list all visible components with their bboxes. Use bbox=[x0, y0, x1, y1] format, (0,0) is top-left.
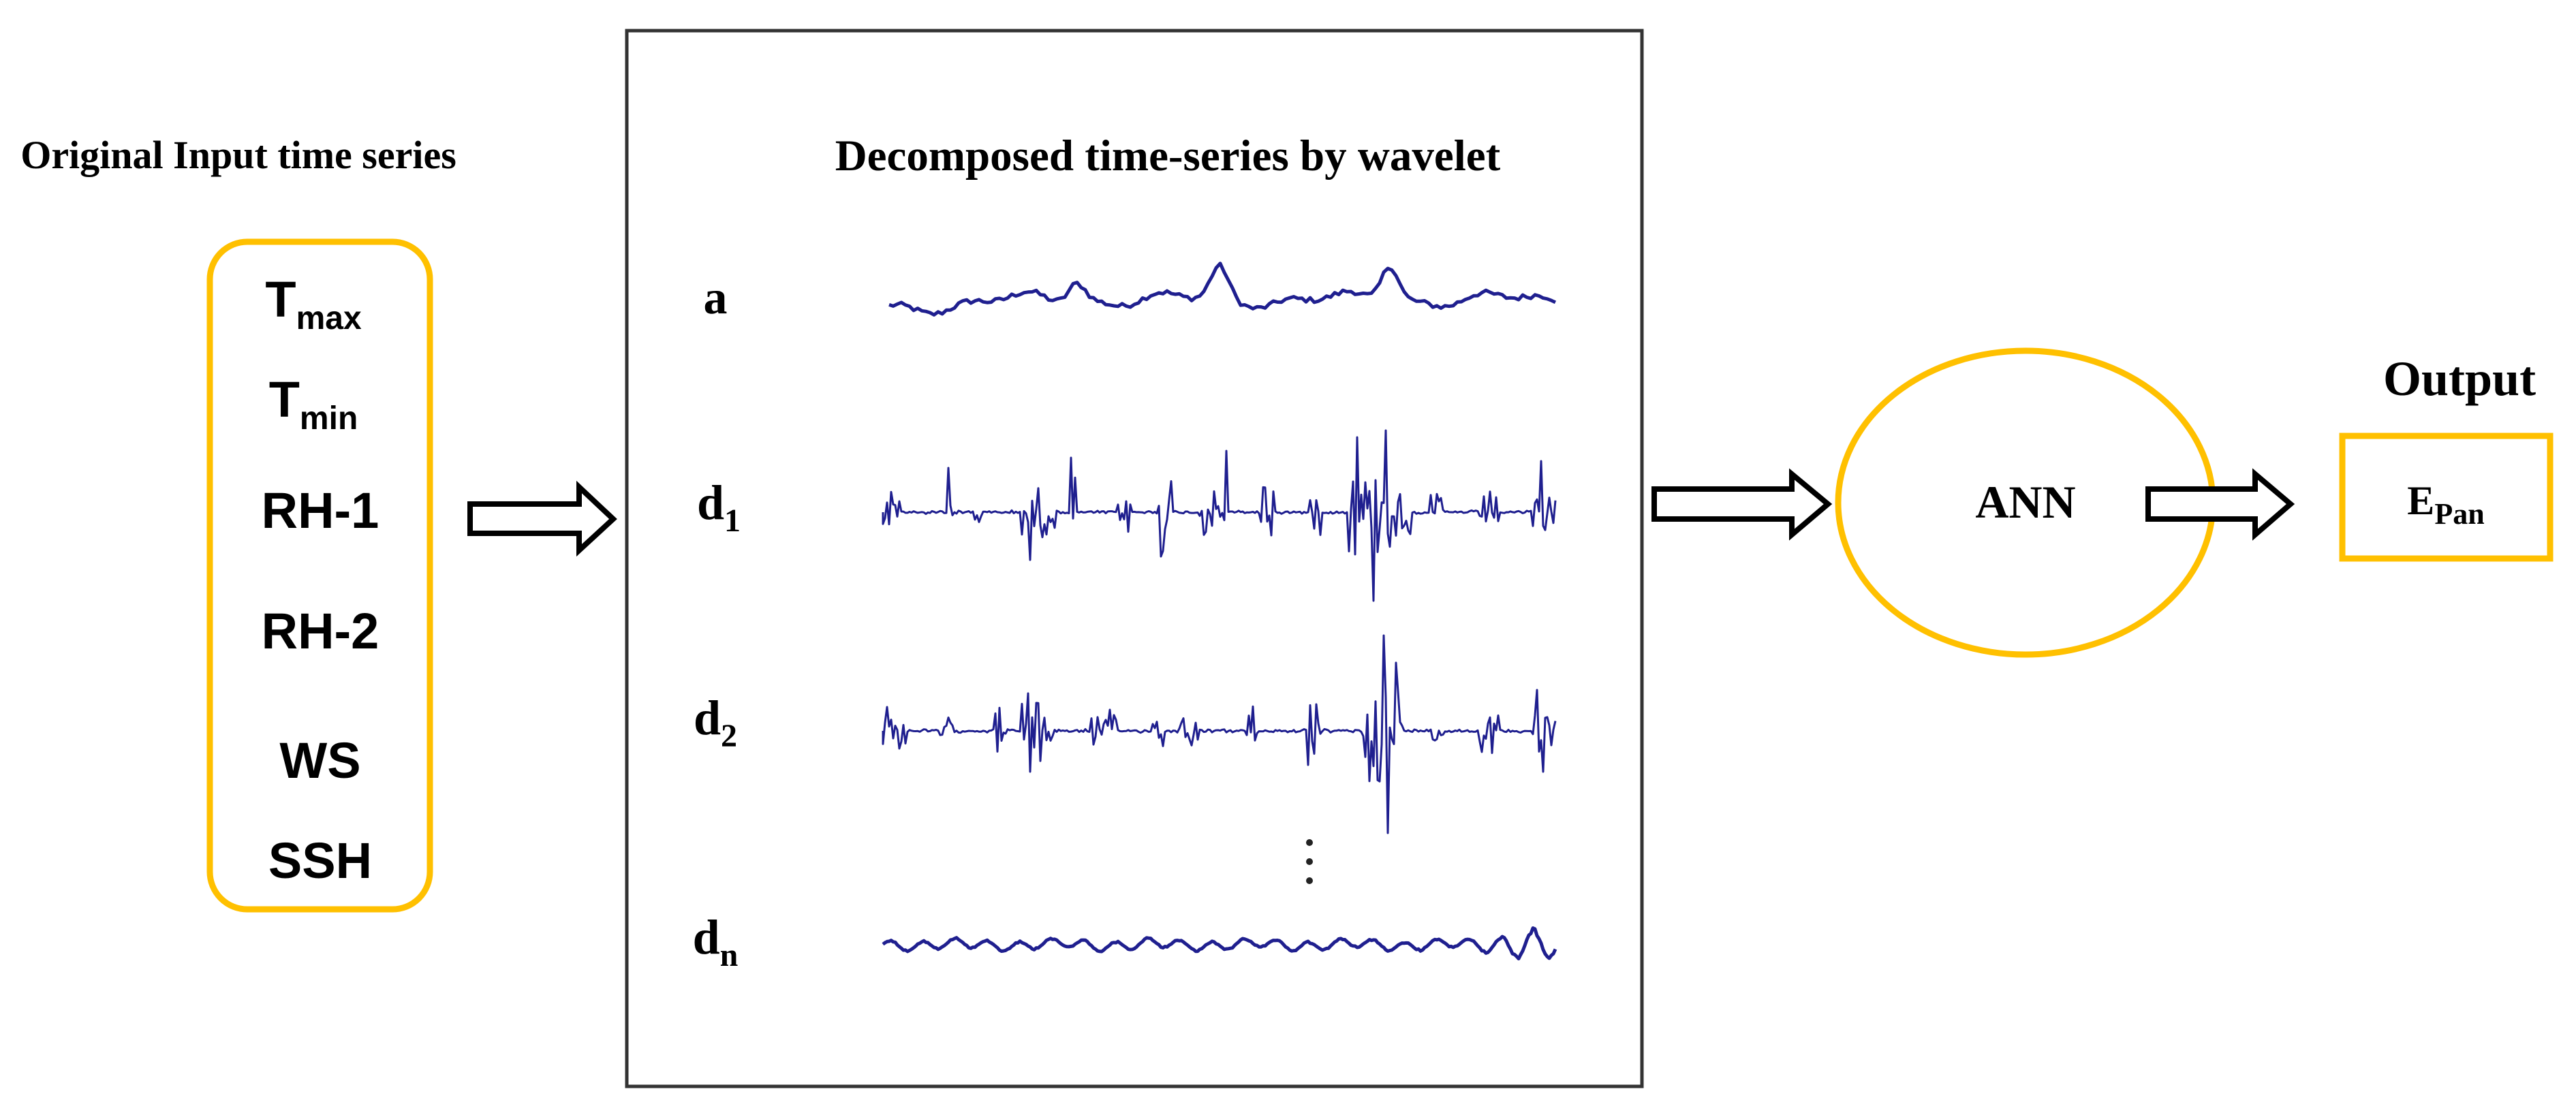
detail-2-signal bbox=[882, 634, 1557, 834]
arrow-input-to-decomp bbox=[467, 480, 617, 557]
detail-n-signal bbox=[882, 926, 1557, 960]
detail-1-signal bbox=[882, 429, 1557, 602]
signals-group bbox=[882, 262, 1557, 960]
arrow-ann-to-output bbox=[2145, 468, 2295, 541]
input-t-min: Tmin bbox=[269, 371, 358, 437]
signal-label-d2: d2 bbox=[694, 691, 737, 754]
input-title: Original Input time series bbox=[20, 133, 456, 177]
output-box bbox=[2339, 433, 2554, 562]
ann-label: ANN bbox=[1975, 476, 2075, 528]
input-rh2: RH-2 bbox=[262, 603, 379, 659]
input-box bbox=[206, 238, 433, 913]
input-rh1: RH-1 bbox=[262, 482, 379, 539]
output-title: Output bbox=[2383, 351, 2536, 406]
ellipsis-dots bbox=[1306, 839, 1313, 884]
arrow-decomp-to-ann bbox=[1651, 468, 1833, 541]
decomp-title: Decomposed time-series by wavelet bbox=[835, 131, 1501, 180]
output-label: EPan bbox=[2407, 478, 2484, 531]
signal-label-dn: dn bbox=[693, 910, 739, 973]
input-ws: WS bbox=[279, 732, 360, 789]
input-ssh: SSH bbox=[268, 832, 372, 889]
decomposition-panel bbox=[625, 29, 1644, 1088]
input-t-max: Tmax bbox=[265, 271, 362, 336]
approximation-signal bbox=[888, 262, 1557, 317]
signal-label-d1: d1 bbox=[697, 475, 741, 539]
signal-label-a: a bbox=[704, 272, 728, 324]
